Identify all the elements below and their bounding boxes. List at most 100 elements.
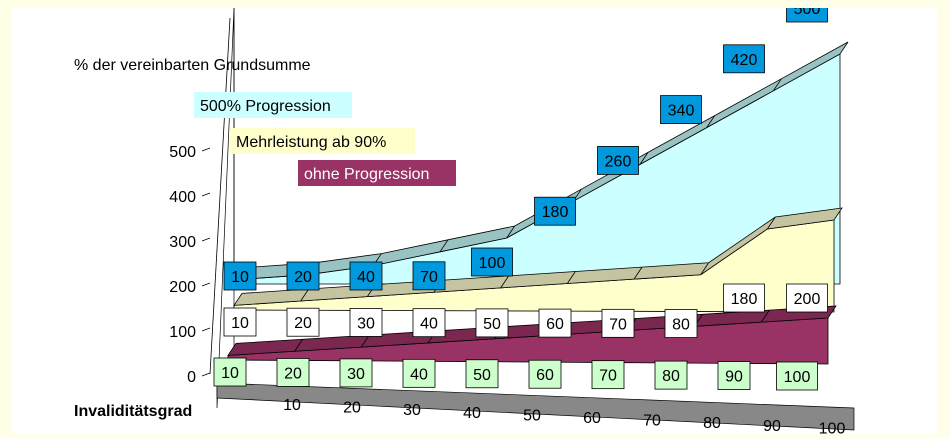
data-label-box bbox=[475, 308, 509, 338]
area-edge-1 bbox=[233, 207, 843, 306]
legend-box-1 bbox=[230, 128, 415, 154]
y-axis-line bbox=[209, 17, 231, 375]
data-label: 200 bbox=[794, 291, 821, 308]
y-tick-label: 400 bbox=[169, 189, 196, 206]
legend-label-2: ohne Progression bbox=[304, 166, 429, 183]
x-tick-label: 70 bbox=[643, 413, 661, 430]
series-areas bbox=[227, 41, 849, 365]
data-label-box bbox=[276, 358, 310, 387]
data-label: 20 bbox=[294, 269, 312, 286]
data-label-box bbox=[723, 283, 765, 313]
chart-walls bbox=[216, 8, 855, 431]
y-axis: 0 100 200 300 400 500 bbox=[169, 17, 231, 386]
data-label: 20 bbox=[284, 365, 302, 382]
data-label-box bbox=[786, 8, 828, 23]
data-label-box bbox=[591, 360, 625, 390]
edge-divider bbox=[773, 78, 782, 92]
data-label: 100 bbox=[784, 369, 811, 386]
edge-divider bbox=[700, 262, 709, 275]
y-tick-label: 200 bbox=[169, 279, 196, 296]
data-label: 500 bbox=[794, 8, 821, 18]
edge-divider bbox=[706, 115, 715, 128]
x-tick-label: 100 bbox=[819, 420, 846, 434]
y-tick-label: 500 bbox=[169, 144, 196, 161]
data-label-box bbox=[213, 357, 247, 387]
data-label-box bbox=[412, 308, 446, 338]
data-label: 180 bbox=[542, 204, 569, 221]
data-label: 10 bbox=[231, 315, 249, 332]
area-edge-0 bbox=[239, 41, 849, 280]
y-tick bbox=[201, 237, 211, 242]
data-label: 70 bbox=[609, 316, 627, 333]
y-tick-label: 300 bbox=[169, 234, 196, 251]
y-tick-label: 0 bbox=[187, 369, 196, 386]
data-label: 80 bbox=[662, 368, 680, 385]
data-label: 40 bbox=[410, 366, 428, 383]
data-label: 90 bbox=[725, 369, 743, 386]
edge-divider bbox=[567, 271, 576, 284]
data-label-box bbox=[465, 359, 499, 389]
y-tick bbox=[201, 192, 211, 197]
data-label-box bbox=[723, 44, 765, 74]
data-label: 40 bbox=[357, 269, 375, 286]
data-label-box bbox=[223, 261, 257, 291]
data-label: 50 bbox=[483, 316, 501, 333]
edge-divider bbox=[506, 225, 515, 239]
data-label-box bbox=[776, 361, 818, 391]
data-label-box bbox=[534, 196, 576, 226]
data-label: 10 bbox=[231, 269, 249, 286]
edge-divider bbox=[633, 266, 643, 280]
data-label: 30 bbox=[357, 315, 375, 332]
edge-divider bbox=[294, 339, 303, 352]
data-label: 260 bbox=[605, 153, 632, 170]
x-tick-label: 10 bbox=[283, 397, 301, 414]
axis-titles: % der vereinbarten Grundsumme Invalidität… bbox=[74, 57, 311, 420]
data-label: 340 bbox=[668, 103, 695, 120]
data-label-box bbox=[223, 307, 257, 337]
legend: 500% Progression Mehrleistung ab 90% ohne … bbox=[194, 92, 456, 186]
edge-divider bbox=[761, 309, 770, 323]
legend-box-2 bbox=[298, 160, 456, 186]
data-labels: 10 20 40 70 100 180 260 340 420 500 10 20 30 40 50 60 70… bbox=[213, 8, 828, 391]
data-label-box bbox=[601, 308, 635, 338]
data-label: 100 bbox=[479, 255, 506, 272]
x-axis-title: Invaliditätsgrad bbox=[74, 403, 192, 420]
data-label-box bbox=[664, 309, 698, 338]
data-label: 60 bbox=[536, 367, 554, 384]
data-label-box bbox=[654, 360, 688, 390]
data-label-box bbox=[286, 307, 320, 337]
y-tick bbox=[201, 372, 211, 377]
y-tick-label: 100 bbox=[169, 324, 196, 341]
data-label-box bbox=[286, 261, 320, 291]
data-label: 80 bbox=[672, 317, 690, 334]
x-tick-label: 60 bbox=[583, 410, 601, 427]
data-label-box bbox=[402, 358, 436, 388]
data-label: 60 bbox=[546, 316, 564, 333]
legend-label-1: Mehrleistung ab 90% bbox=[236, 134, 386, 151]
floor bbox=[216, 382, 855, 431]
y-tick bbox=[201, 147, 211, 152]
data-label-box bbox=[412, 261, 446, 291]
data-label-box bbox=[786, 283, 828, 313]
data-label-box bbox=[349, 261, 383, 291]
x-axis: 10 20 30 40 50 60 70 80 90 100 bbox=[283, 397, 845, 434]
data-label: 20 bbox=[294, 315, 312, 332]
edge-divider bbox=[500, 275, 509, 289]
x-tick-label: 50 bbox=[523, 407, 541, 424]
data-label: 180 bbox=[731, 291, 758, 308]
x-tick-label: 40 bbox=[463, 405, 481, 422]
data-label-box bbox=[538, 308, 572, 338]
data-label-box bbox=[471, 247, 513, 277]
data-label-box bbox=[339, 358, 373, 388]
edge-divider bbox=[300, 288, 309, 302]
x-tick-label: 80 bbox=[703, 415, 721, 432]
data-label: 70 bbox=[420, 269, 438, 286]
data-label: 50 bbox=[473, 367, 491, 384]
edge-divider bbox=[361, 334, 370, 348]
x-tick-label: 90 bbox=[763, 418, 781, 434]
edge-divider bbox=[767, 216, 776, 230]
data-label: 70 bbox=[599, 368, 617, 385]
data-label-box bbox=[528, 359, 562, 389]
data-label: 420 bbox=[731, 52, 758, 69]
